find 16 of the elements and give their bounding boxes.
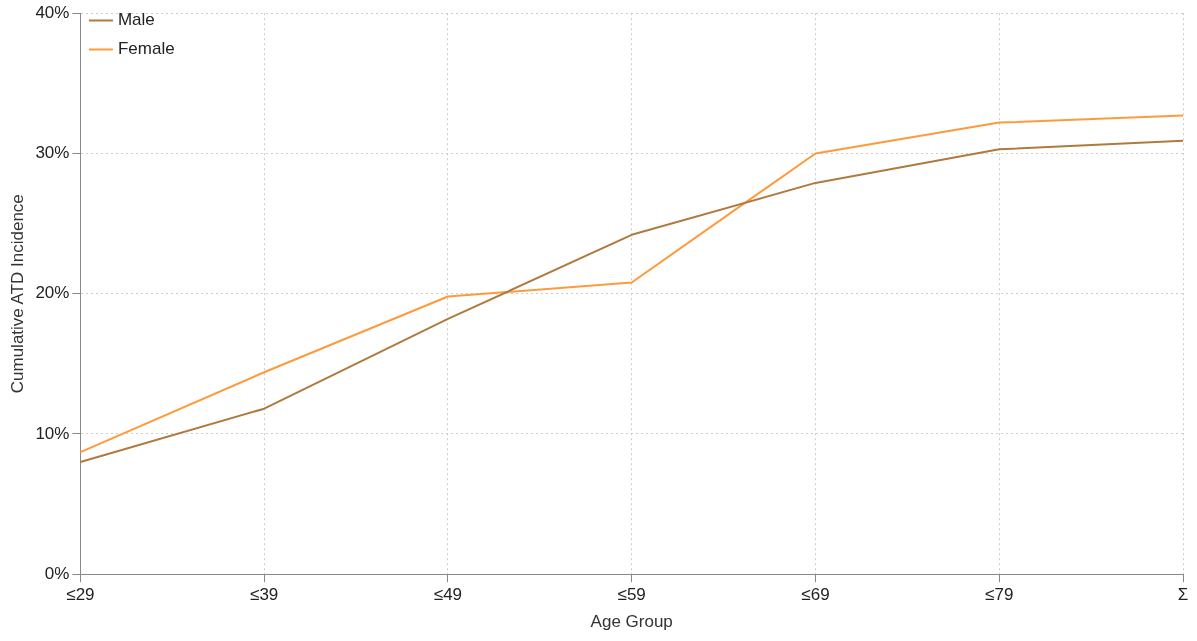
- y-tick-label: 20%: [35, 283, 70, 303]
- y-tick-label: 10%: [35, 423, 70, 443]
- x-tick-label: ≤29: [66, 585, 95, 605]
- y-tick-label: 40%: [35, 2, 70, 22]
- x-tick-label: ≤79: [985, 585, 1014, 605]
- x-tick-label: ≤49: [433, 585, 463, 605]
- x-tick-label: ≤59: [617, 585, 646, 605]
- legend-label: Female: [117, 39, 175, 59]
- x-tick-label: Σ: [1177, 585, 1189, 605]
- y-axis-title: Cumulative ATD Incidence: [7, 194, 27, 394]
- legend-label: Male: [117, 10, 155, 30]
- y-tick-label: 0%: [44, 563, 70, 583]
- y-tick-label: 30%: [35, 143, 70, 163]
- x-axis-title: Age Group: [590, 612, 673, 632]
- x-tick-label: ≤69: [801, 585, 830, 605]
- x-tick-label: ≤39: [250, 585, 279, 605]
